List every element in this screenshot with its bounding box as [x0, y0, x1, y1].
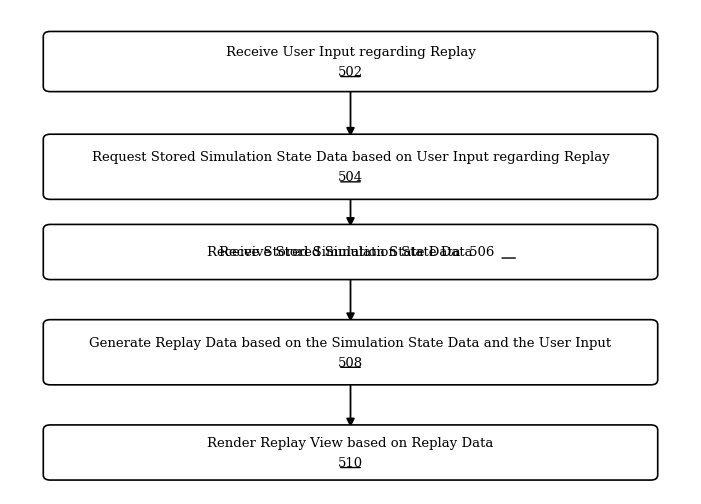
Text: 504: 504: [338, 171, 363, 184]
Text: Generate Replay Data based on the Simulation State Data and the User Input: Generate Replay Data based on the Simula…: [90, 337, 611, 350]
FancyBboxPatch shape: [43, 320, 658, 385]
FancyBboxPatch shape: [43, 224, 658, 280]
Text: Receive Stored Simulation State Data  506: Receive Stored Simulation State Data 506: [207, 245, 494, 259]
Text: Receive Stored Simulation State Data: Receive Stored Simulation State Data: [219, 245, 482, 259]
FancyBboxPatch shape: [43, 134, 658, 200]
Text: 510: 510: [338, 457, 363, 470]
Text: Receive Stored Simulation State Data  506: Receive Stored Simulation State Data 506: [207, 245, 494, 259]
FancyBboxPatch shape: [43, 31, 658, 92]
Text: Render Replay View based on Replay Data: Render Replay View based on Replay Data: [207, 437, 494, 450]
FancyBboxPatch shape: [43, 425, 658, 480]
Text: 502: 502: [338, 66, 363, 79]
Text: 508: 508: [338, 357, 363, 370]
Text: Request Stored Simulation State Data based on User Input regarding Replay: Request Stored Simulation State Data bas…: [92, 151, 609, 164]
Text: Receive User Input regarding Replay: Receive User Input regarding Replay: [226, 46, 475, 59]
